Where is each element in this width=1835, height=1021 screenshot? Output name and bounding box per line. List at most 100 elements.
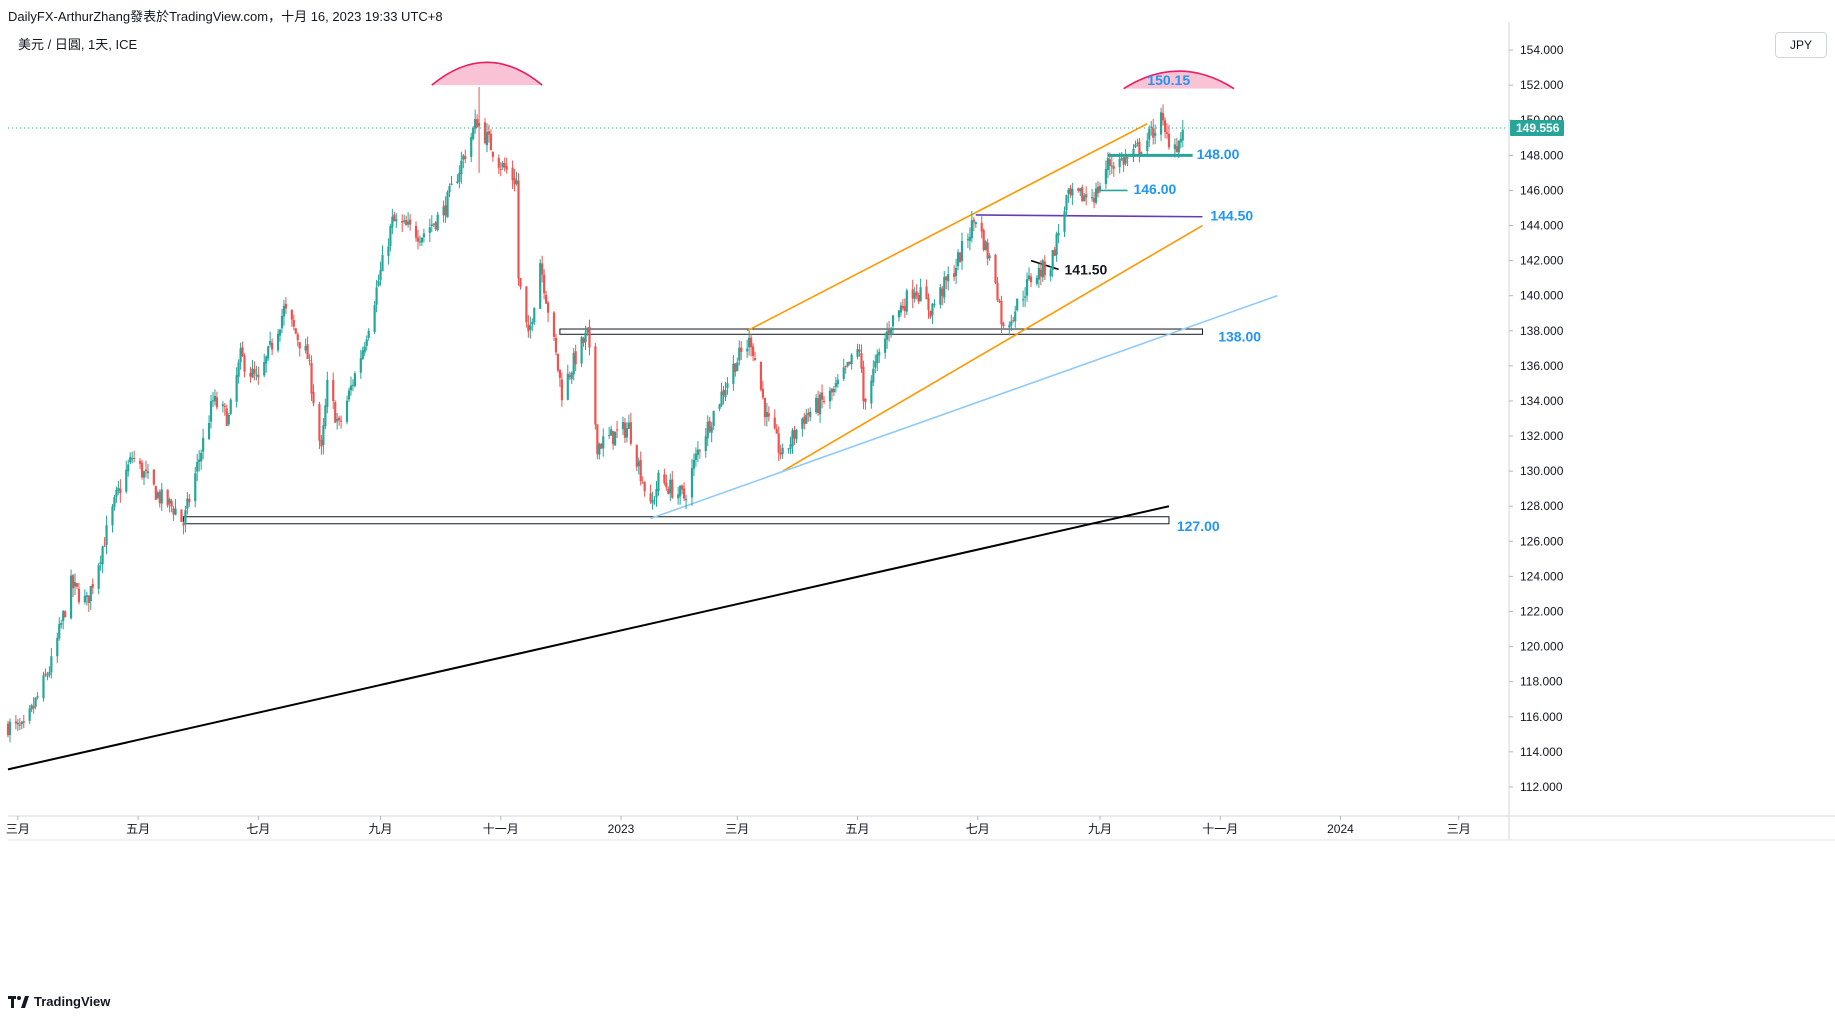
candle-body [539,263,542,309]
price-tick-label: 146.000 [1520,183,1564,197]
candle-body [929,310,932,317]
candle-body [1053,249,1056,257]
candle-body [815,397,818,413]
candle-body [1016,298,1019,311]
top-arc-2022 [431,61,543,86]
candle-body [795,429,798,440]
candle-body [765,411,768,418]
candle-body [1010,321,1013,326]
candle-body [753,358,757,361]
price-axis: 154.000152.000150.000148.000146.000144.0… [1509,43,1564,794]
candle-body [144,469,148,472]
candle-body [1094,188,1098,203]
currency-button[interactable]: JPY [1775,32,1827,58]
time-tick-label: 七月 [966,822,990,836]
candle-body [801,418,804,429]
candle-body [641,482,644,484]
candle-body [367,330,370,338]
candle-body [933,303,936,305]
trendline-channel-upper [746,123,1148,332]
candle-body [856,349,859,357]
candle-body [1090,196,1094,199]
candle-body [103,545,106,547]
price-tick-label: 134.000 [1520,394,1564,408]
candles-layer [6,86,1184,743]
candle-body [46,675,49,677]
candle-body [182,523,185,526]
candle-body [970,220,973,239]
candle-body [1181,129,1184,141]
candle-body [789,444,792,449]
candle-body [476,119,479,128]
candle-body [602,436,605,449]
candle-body [919,287,922,302]
candle-body [428,227,431,233]
candle-body [334,402,337,423]
candle-body [1118,158,1121,168]
candle-body [545,294,548,304]
candle-body [844,366,847,368]
tradingview-logo-text: TradingView [34,994,111,1009]
candle-body [462,155,465,160]
candle-body [257,374,260,378]
candle-body [489,133,493,151]
candle-body [87,595,90,604]
candle-body [430,224,433,226]
candle-body [243,355,246,372]
candle-body [85,595,88,598]
candle-body [296,334,299,341]
candle-body [828,390,832,402]
time-tick-label: 2023 [608,822,635,836]
candle-body [653,499,656,501]
candle-body [748,337,751,348]
tradingview-logo[interactable]: TradingView [8,994,110,1009]
candle-body [71,575,75,589]
candle-body [196,462,199,472]
candle-body [188,498,191,503]
candle-body [125,469,128,492]
candle-body [722,390,725,396]
candle-body [99,562,102,564]
candle-body [444,205,447,216]
candle-body [174,508,177,515]
candle-body [180,509,183,522]
candle-body [332,380,335,401]
candle-body [982,230,985,250]
candle-body [1112,166,1115,169]
candle-body [998,300,1001,303]
candle-body [129,456,132,463]
candle-body [156,492,159,498]
candle-body [470,137,473,157]
candle-body [225,408,228,426]
candle-body [891,315,895,327]
candle-body [874,361,877,368]
candle-body [1049,269,1052,277]
candle-body [887,330,891,334]
candle-body [361,350,364,359]
candle-body [1069,187,1072,195]
candle-body [862,366,865,402]
candle-body [377,281,380,286]
candle-body [22,721,25,723]
candle-body [872,368,875,383]
candle-body [1104,169,1107,184]
candle-body [568,375,571,378]
candle-body [1132,149,1135,156]
candle-body [980,222,983,232]
candle-body [519,278,522,287]
candle-body [1029,276,1033,283]
candle-body [1146,140,1149,152]
candle-body [767,413,770,417]
annotation-label: 150.15 [1147,72,1190,88]
candle-body [292,319,295,327]
candle-body [529,325,532,330]
candle-body [405,219,408,226]
candle-body [458,172,461,182]
price-tick-label: 126.000 [1520,534,1564,548]
candle-body [474,119,477,129]
candle-body [913,292,916,299]
candle-body [1039,269,1042,277]
price-tick-label: 112.000 [1520,780,1563,794]
candle-body [403,220,406,222]
